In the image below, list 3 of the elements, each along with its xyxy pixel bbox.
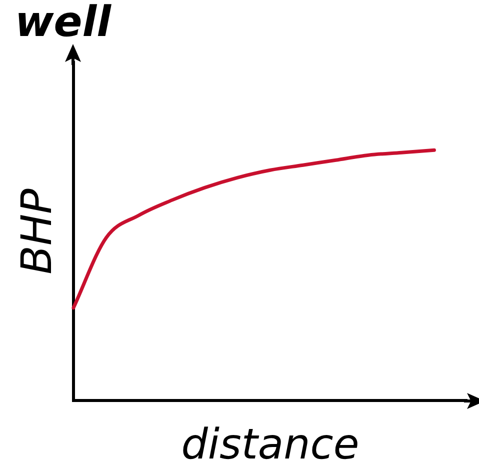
x-axis-title: distance	[181, 420, 360, 469]
chart-title: well	[15, 0, 112, 46]
y-axis-title: BHP	[12, 188, 62, 274]
